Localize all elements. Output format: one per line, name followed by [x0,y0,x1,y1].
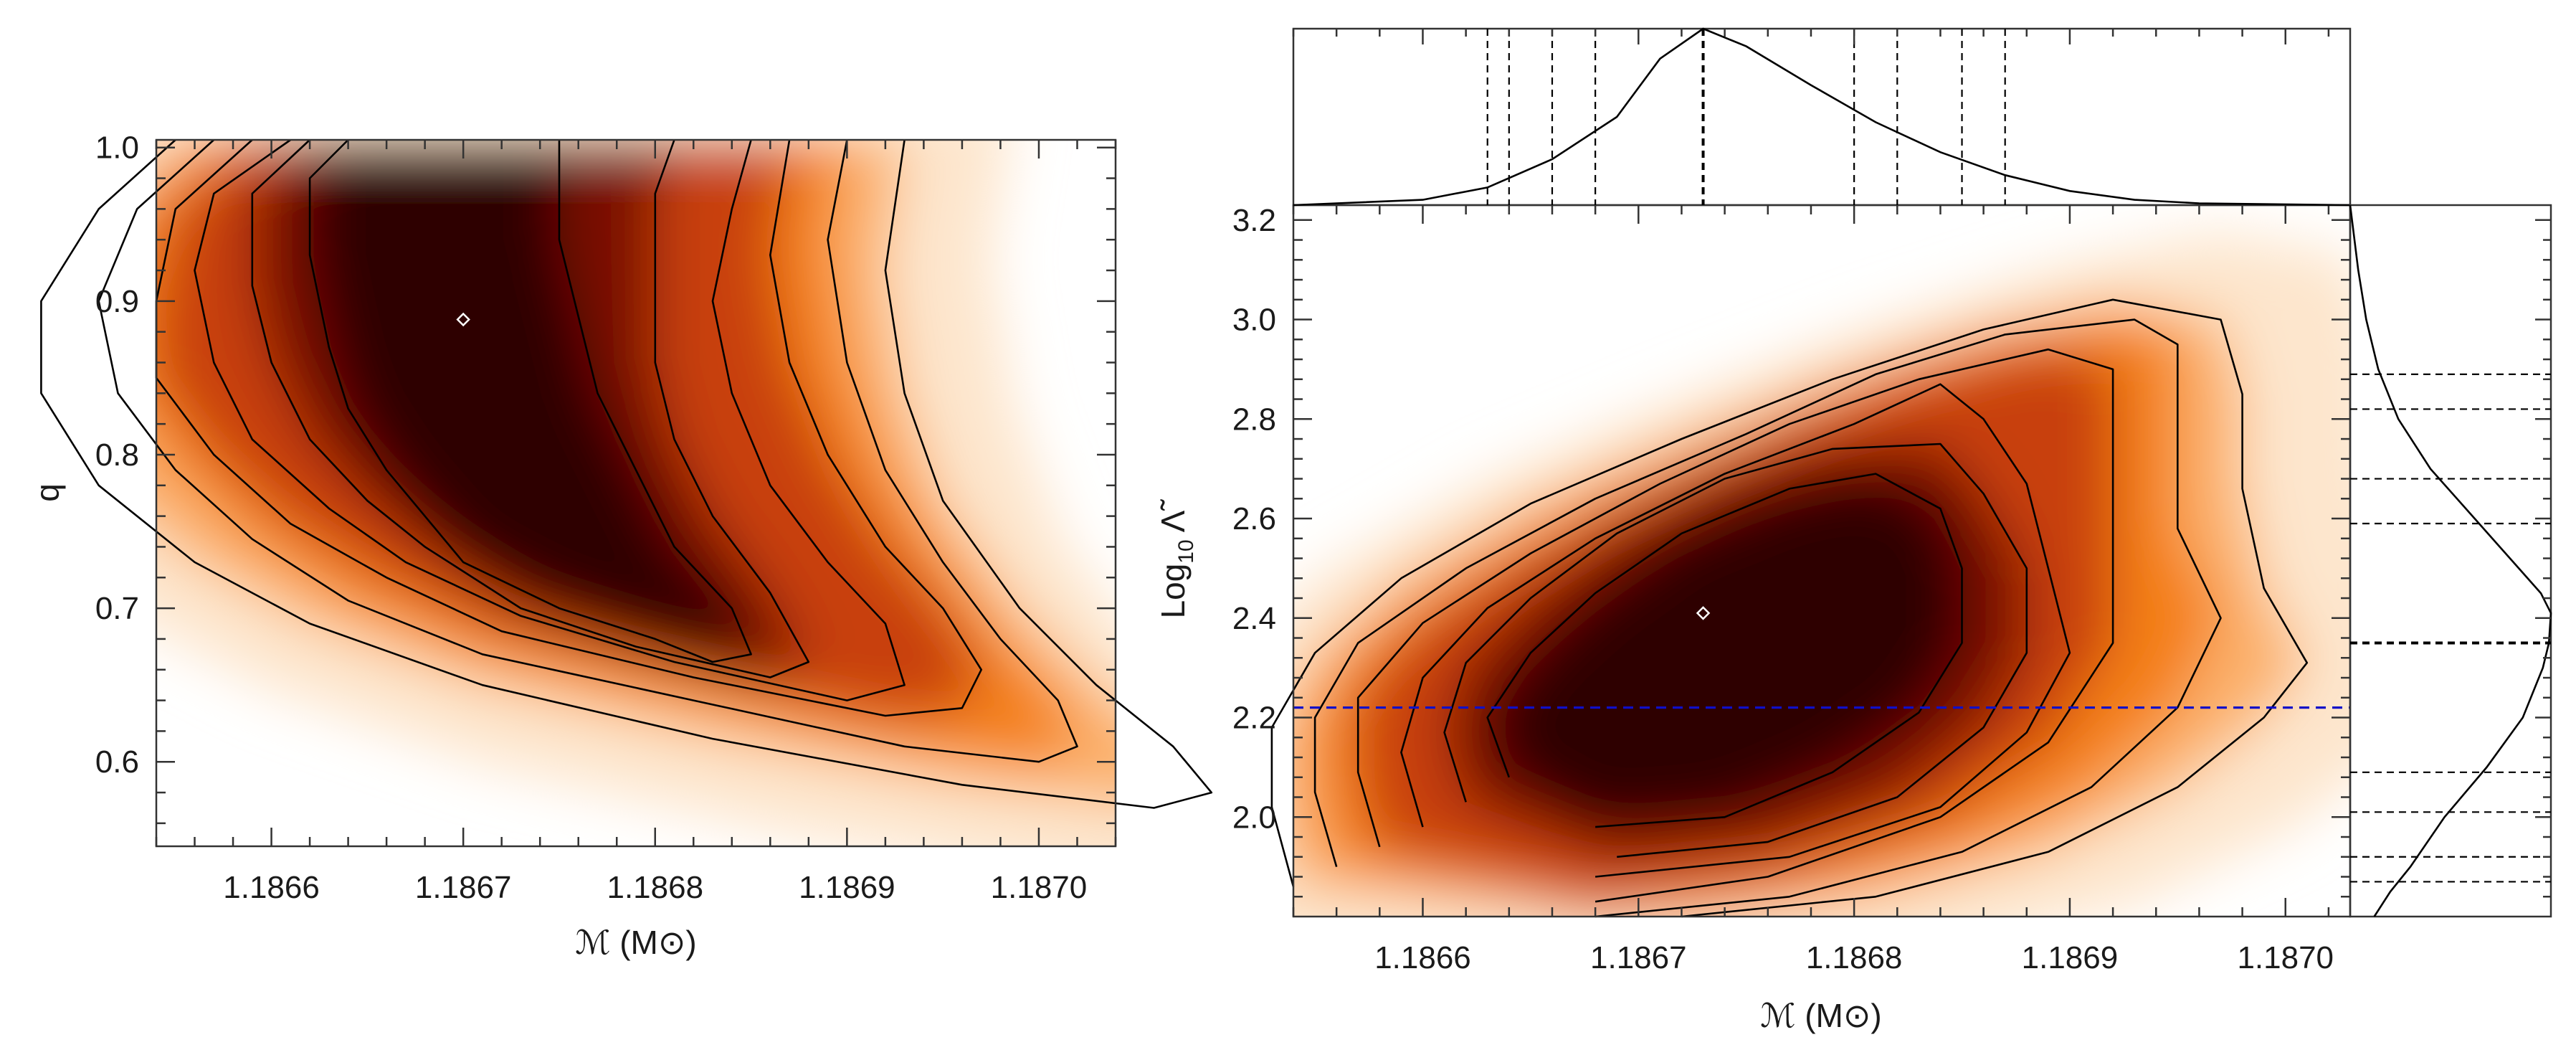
right-x-axis: 1.1866 1.1867 1.1868 1.1869 1.1870 [1292,205,2334,975]
left-x-axis: 1.1866 1.1867 1.1868 1.1869 1.1870 [155,140,1117,905]
left-y-axis: 0.6 0.7 0.8 0.9 1.0 [95,131,1116,825]
x-tick-label: 1.1869 [799,870,895,905]
top-marginal-curve [1293,27,2351,207]
right-y-axis-label-base: Log [1154,564,1192,619]
right-x-axis-label: ℳ (M⊙) [1760,997,1881,1034]
x-tick-label: 1.1866 [1374,940,1471,975]
left-peak-marker [456,312,470,327]
peak-diamond [1696,606,1711,620]
right-marginal-quantile-lines [2350,373,2551,883]
right-marginal [2349,204,2552,918]
y-tick-label: 0.8 [95,437,139,473]
top-marginal-quantile-lines [1486,29,2006,205]
left-density [156,140,1116,846]
right-y-axis-label-symbol: Λ̃ [1154,499,1192,533]
y-tick-label: 2.0 [1232,800,1276,835]
right-marginal-frame [2349,204,2552,918]
y-tick-label: 3.2 [1232,203,1276,238]
y-tick-label: 2.4 [1232,601,1276,636]
contour-line-6 [40,139,1213,809]
y-tick-label: 1.0 [95,131,139,166]
contour-line-5 [1313,318,2222,918]
top-marginal [1292,27,2352,207]
right-marginal-ticks [2535,219,2551,898]
contour-line-3 [1400,383,2071,878]
x-tick-label: 1.1869 [2022,940,2119,975]
right-y-axis-label-sub: 10 [1174,539,1198,563]
contour-line-2 [1443,443,2028,858]
x-tick-label: 1.1867 [415,870,512,905]
svg-text:Log10Λ̃: Log10 Λ̃ [1154,499,1198,619]
y-tick-label: 2.6 [1232,501,1276,536]
right-marginal-curve [2349,204,2552,917]
contour-line-5 [98,139,1078,763]
contour-line-4 [1356,348,2114,903]
y-tick-label: 0.9 [95,284,139,319]
y-tick-label: 3.0 [1232,303,1276,338]
density-core [395,233,532,406]
left-panel: 1.1866 1.1867 1.1868 1.1869 1.1870 0.6 0.7 0.8… [29,131,1213,961]
right-density [1293,230,2350,917]
right-y-axis-label: Log10 Λ̃ [1154,499,1198,619]
contour-line-1 [1486,473,1963,828]
x-tick-label: 1.1866 [223,870,320,905]
contour-line-1 [308,139,752,663]
contour-line-3 [194,138,906,701]
top-marginal-ticks [1292,29,2330,44]
contour-line-2 [251,139,810,678]
density-core [1635,526,1772,699]
x-tick-label: 1.1868 [1806,940,1903,975]
y-tick-label: 0.7 [95,591,139,626]
top-marginal-frame [1292,27,2352,207]
left-plot-frame [155,138,1117,848]
x-tick-label: 1.1867 [1590,940,1687,975]
y-tick-label: 2.2 [1232,701,1276,736]
x-tick-label: 1.1870 [991,870,1088,905]
contour-line-6 [1270,298,2309,918]
y-tick-label: 2.8 [1232,402,1276,437]
right-peak-marker [1696,606,1711,620]
right-y-axis: 2.0 2.2 2.4 2.6 2.8 3.0 3.2 [1232,203,2350,898]
x-tick-label: 1.1870 [2237,940,2334,975]
y-tick-label: 0.6 [95,744,139,780]
left-y-axis-label: q [29,483,66,502]
right-panel: 1.1866 1.1867 1.1868 1.1869 1.1870 2.0 2.2 2.4… [1154,27,2552,1034]
peak-diamond [456,312,470,327]
left-x-axis-label: ℳ (M⊙) [575,924,696,961]
right-contours [1270,298,2309,918]
x-tick-label: 1.1868 [607,870,703,905]
